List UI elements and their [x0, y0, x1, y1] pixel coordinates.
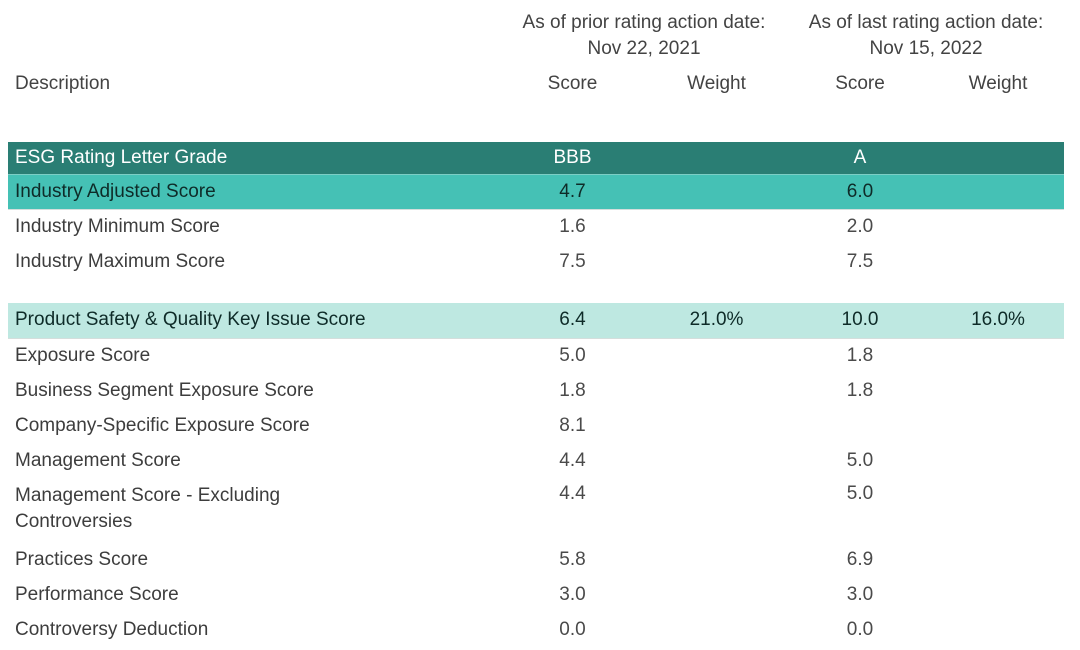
prior-weight-value	[645, 542, 788, 577]
last-weight-value: 16.0%	[932, 303, 1065, 339]
row-label: Management Score	[15, 449, 181, 471]
last-rating-date-header: As of last rating action date: Nov 15, 2…	[788, 8, 1064, 66]
last-score-value: 1.8	[846, 379, 874, 401]
row-label: Management Score - Excluding Controversi…	[15, 485, 281, 532]
prior-rating-date-title: As of prior rating action date:	[522, 12, 766, 33]
last-score-value: 0.0	[846, 618, 874, 640]
prior-weight-value	[645, 478, 788, 542]
table-row: Industry Adjusted Score 4.7 6.0	[8, 174, 1065, 210]
row-label: Company-Specific Exposure Score	[15, 414, 310, 436]
last-score-value: A	[788, 142, 933, 175]
prior-score-value: 1.8	[559, 379, 586, 401]
last-weight-value	[932, 408, 1064, 443]
row-label: Performance Score	[15, 583, 179, 605]
last-weight-value	[932, 612, 1064, 647]
last-weight-value	[932, 174, 1065, 210]
prior-score-value: 6.4	[500, 303, 645, 339]
last-score-value: 5.0	[846, 449, 874, 471]
last-score-value	[788, 408, 932, 443]
table-header: As of prior rating action date: Nov 22, …	[8, 8, 1064, 102]
last-weight-value	[932, 142, 1065, 175]
table-body: ESG Rating Letter Grade BBB A Industry Adju…	[8, 102, 1065, 647]
column-header-row: Description Score Weight Score Weight	[8, 66, 1064, 102]
prior-weight-value	[645, 577, 788, 612]
prior-score-value: 4.4	[559, 449, 586, 471]
last-score-value: 6.9	[846, 548, 874, 570]
row-label: Industry Minimum Score	[15, 215, 220, 237]
table-row: Company-Specific Exposure Score 8.1	[8, 408, 1064, 443]
last-weight-value	[932, 338, 1064, 373]
last-score-value: 7.5	[846, 250, 874, 272]
table-row: Business Segment Exposure Score 1.8 1.8	[8, 373, 1064, 408]
prior-weight-value	[645, 408, 788, 443]
prior-weight-value	[645, 443, 788, 478]
table-row: Industry Minimum Score 1.6 2.0	[8, 209, 1064, 244]
prior-score-value: 8.1	[559, 414, 586, 436]
row-label: Industry Maximum Score	[15, 250, 226, 272]
prior-score-value: 4.7	[500, 174, 645, 210]
last-score-value: 6.0	[788, 174, 933, 210]
table-row: Practices Score 5.8 6.9	[8, 542, 1064, 577]
row-label: Business Segment Exposure Score	[15, 379, 314, 401]
table-row: Management Score - Excluding Controversi…	[8, 478, 1064, 542]
prior-score-column-header: Score	[547, 73, 598, 94]
prior-score-value: 7.5	[559, 250, 586, 272]
last-weight-value	[932, 577, 1064, 612]
table-row: Controversy Deduction 0.0 0.0	[8, 612, 1064, 647]
prior-weight-value	[645, 612, 788, 647]
prior-weight-value: 21.0%	[645, 303, 789, 339]
last-weight-value	[932, 373, 1064, 408]
prior-weight-value	[645, 244, 788, 279]
table-row: Product Safety & Quality Key Issue Score…	[8, 303, 1065, 339]
table-row: Management Score 4.4 5.0	[8, 443, 1064, 478]
last-rating-date-value: Nov 15, 2022	[869, 38, 983, 59]
prior-score-value: 5.8	[559, 548, 586, 570]
rating-date-header-row: As of prior rating action date: Nov 22, …	[8, 8, 1064, 66]
last-weight-value	[932, 443, 1064, 478]
last-score-value: 1.8	[846, 344, 874, 366]
last-weight-value	[932, 478, 1064, 542]
prior-rating-date-value: Nov 22, 2021	[587, 38, 701, 59]
esg-rating-table: As of prior rating action date: Nov 22, …	[8, 8, 1065, 647]
row-label: Exposure Score	[15, 344, 151, 366]
header-spacer-cell	[8, 8, 500, 66]
row-label: Controversy Deduction	[15, 618, 209, 640]
prior-score-value: BBB	[500, 142, 645, 175]
prior-weight-value	[645, 373, 788, 408]
row-label: ESG Rating Letter Grade	[8, 142, 500, 175]
last-score-value: 5.0	[846, 483, 874, 504]
prior-score-value: 1.6	[559, 215, 586, 237]
last-score-value: 2.0	[846, 215, 874, 237]
last-score-value: 10.0	[788, 303, 933, 339]
table-row: Exposure Score 5.0 1.8	[8, 338, 1064, 373]
table-row: Industry Maximum Score 7.5 7.5	[8, 244, 1064, 279]
prior-weight-value	[645, 174, 789, 210]
prior-weight-value	[645, 209, 788, 244]
prior-score-value: 3.0	[559, 583, 586, 605]
row-label: Industry Adjusted Score	[8, 174, 500, 210]
prior-rating-date-header: As of prior rating action date: Nov 22, …	[500, 8, 788, 66]
row-label: Product Safety & Quality Key Issue Score	[8, 303, 500, 339]
description-column-header: Description	[15, 73, 111, 94]
last-weight-column-header: Weight	[968, 73, 1028, 94]
prior-score-value: 5.0	[559, 344, 586, 366]
row-label: Practices Score	[15, 548, 149, 570]
last-weight-value	[932, 244, 1064, 279]
prior-score-value: 4.4	[559, 483, 586, 504]
last-score-column-header: Score	[835, 73, 885, 94]
prior-score-value: 0.0	[559, 618, 586, 640]
header-body-spacer	[8, 102, 1065, 142]
section-gap	[8, 279, 1065, 303]
table-row: ESG Rating Letter Grade BBB A	[8, 142, 1065, 175]
prior-weight-value	[645, 142, 789, 175]
last-weight-value	[932, 209, 1064, 244]
last-score-value: 3.0	[846, 583, 874, 605]
prior-weight-value	[645, 338, 788, 373]
prior-weight-column-header: Weight	[687, 73, 746, 94]
table-row: Performance Score 3.0 3.0	[8, 577, 1064, 612]
last-rating-date-title: As of last rating action date:	[808, 12, 1044, 33]
last-weight-value	[932, 542, 1064, 577]
